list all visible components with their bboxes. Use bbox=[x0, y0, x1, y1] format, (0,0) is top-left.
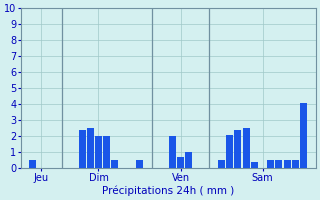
Bar bbox=[300, 103, 307, 168]
Bar bbox=[284, 160, 291, 168]
Bar bbox=[87, 128, 94, 168]
Bar bbox=[243, 128, 250, 168]
Bar bbox=[95, 136, 102, 168]
Bar bbox=[177, 157, 184, 168]
Bar bbox=[103, 136, 110, 168]
Bar bbox=[226, 135, 233, 168]
Bar bbox=[79, 130, 85, 168]
Bar bbox=[251, 162, 258, 168]
Bar bbox=[267, 160, 274, 168]
Bar bbox=[292, 160, 299, 168]
Bar bbox=[111, 160, 118, 168]
Bar bbox=[185, 152, 192, 168]
X-axis label: Précipitations 24h ( mm ): Précipitations 24h ( mm ) bbox=[102, 185, 234, 196]
Bar bbox=[169, 136, 176, 168]
Bar bbox=[29, 160, 36, 168]
Bar bbox=[218, 160, 225, 168]
Bar bbox=[136, 160, 143, 168]
Bar bbox=[235, 130, 241, 168]
Bar bbox=[276, 160, 283, 168]
